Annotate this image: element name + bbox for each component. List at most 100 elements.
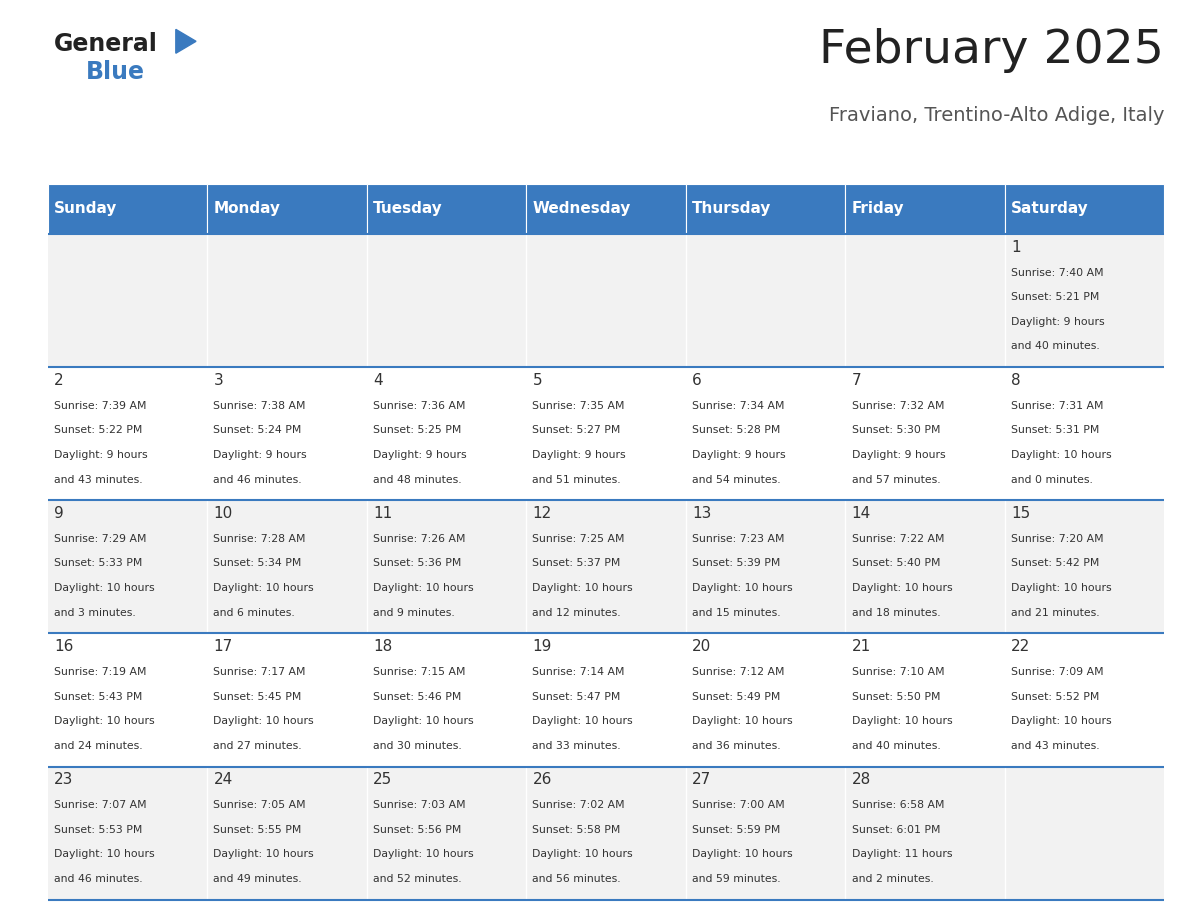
- Bar: [48, 767, 207, 900]
- Text: 8: 8: [1011, 373, 1020, 387]
- Text: 16: 16: [53, 639, 74, 654]
- Bar: [48, 367, 207, 500]
- Text: 26: 26: [532, 772, 552, 787]
- Bar: [367, 234, 526, 367]
- Bar: [207, 500, 367, 633]
- Text: Daylight: 10 hours: Daylight: 10 hours: [214, 583, 314, 593]
- Text: Sunset: 5:56 PM: Sunset: 5:56 PM: [373, 824, 461, 834]
- Text: Sunrise: 7:29 AM: Sunrise: 7:29 AM: [53, 533, 146, 543]
- Text: Sunrise: 7:10 AM: Sunrise: 7:10 AM: [852, 666, 944, 677]
- Bar: [48, 234, 207, 367]
- Text: 28: 28: [852, 772, 871, 787]
- Text: Daylight: 10 hours: Daylight: 10 hours: [693, 849, 792, 859]
- Bar: [526, 633, 685, 767]
- Text: 7: 7: [852, 373, 861, 387]
- Bar: [48, 633, 207, 767]
- Text: Tuesday: Tuesday: [373, 201, 443, 217]
- Polygon shape: [176, 29, 196, 53]
- Text: Sunrise: 7:12 AM: Sunrise: 7:12 AM: [693, 666, 784, 677]
- Bar: [367, 367, 526, 500]
- Text: Sunset: 5:28 PM: Sunset: 5:28 PM: [693, 425, 781, 435]
- Text: 6: 6: [693, 373, 702, 387]
- Text: Monday: Monday: [214, 201, 280, 217]
- Text: Sunrise: 7:40 AM: Sunrise: 7:40 AM: [1011, 267, 1104, 277]
- Text: Sunset: 5:30 PM: Sunset: 5:30 PM: [852, 425, 940, 435]
- Text: Sunrise: 7:03 AM: Sunrise: 7:03 AM: [373, 800, 466, 810]
- Text: Daylight: 10 hours: Daylight: 10 hours: [373, 583, 474, 593]
- Text: Sunday: Sunday: [53, 201, 118, 217]
- Text: and 57 minutes.: and 57 minutes.: [852, 475, 940, 485]
- Text: Daylight: 10 hours: Daylight: 10 hours: [53, 849, 154, 859]
- Text: 3: 3: [214, 373, 223, 387]
- Bar: [845, 234, 1005, 367]
- Text: Daylight: 10 hours: Daylight: 10 hours: [373, 849, 474, 859]
- Text: and 9 minutes.: and 9 minutes.: [373, 608, 455, 618]
- Text: 12: 12: [532, 506, 551, 521]
- Text: and 56 minutes.: and 56 minutes.: [532, 874, 621, 884]
- Text: February 2025: February 2025: [820, 28, 1164, 73]
- Bar: [685, 234, 845, 367]
- Text: Sunset: 5:52 PM: Sunset: 5:52 PM: [1011, 691, 1099, 701]
- Text: 24: 24: [214, 772, 233, 787]
- Text: 14: 14: [852, 506, 871, 521]
- Bar: [526, 367, 685, 500]
- Text: Daylight: 9 hours: Daylight: 9 hours: [693, 450, 785, 460]
- Bar: [526, 500, 685, 633]
- Text: Sunset: 5:43 PM: Sunset: 5:43 PM: [53, 691, 143, 701]
- Text: Sunrise: 7:34 AM: Sunrise: 7:34 AM: [693, 400, 784, 410]
- Bar: [1005, 184, 1164, 234]
- Text: Sunrise: 6:58 AM: Sunrise: 6:58 AM: [852, 800, 944, 810]
- Text: and 36 minutes.: and 36 minutes.: [693, 741, 781, 751]
- Text: and 3 minutes.: and 3 minutes.: [53, 608, 135, 618]
- Text: and 21 minutes.: and 21 minutes.: [1011, 608, 1100, 618]
- Text: Sunset: 5:53 PM: Sunset: 5:53 PM: [53, 824, 143, 834]
- Text: 9: 9: [53, 506, 64, 521]
- Text: and 24 minutes.: and 24 minutes.: [53, 741, 143, 751]
- Text: 1: 1: [1011, 240, 1020, 254]
- Text: and 0 minutes.: and 0 minutes.: [1011, 475, 1093, 485]
- Text: and 52 minutes.: and 52 minutes.: [373, 874, 462, 884]
- Text: Sunset: 5:58 PM: Sunset: 5:58 PM: [532, 824, 621, 834]
- Text: and 30 minutes.: and 30 minutes.: [373, 741, 462, 751]
- Text: 19: 19: [532, 639, 552, 654]
- Text: Sunset: 5:40 PM: Sunset: 5:40 PM: [852, 558, 940, 568]
- Text: Sunrise: 7:22 AM: Sunrise: 7:22 AM: [852, 533, 944, 543]
- Text: Daylight: 10 hours: Daylight: 10 hours: [852, 583, 953, 593]
- Text: Daylight: 10 hours: Daylight: 10 hours: [532, 849, 633, 859]
- Bar: [845, 184, 1005, 234]
- Bar: [1005, 633, 1164, 767]
- Bar: [526, 767, 685, 900]
- Text: Sunrise: 7:23 AM: Sunrise: 7:23 AM: [693, 533, 784, 543]
- Bar: [526, 184, 685, 234]
- Text: Sunset: 5:25 PM: Sunset: 5:25 PM: [373, 425, 461, 435]
- Text: Sunrise: 7:32 AM: Sunrise: 7:32 AM: [852, 400, 944, 410]
- Text: Sunset: 5:46 PM: Sunset: 5:46 PM: [373, 691, 461, 701]
- Bar: [845, 500, 1005, 633]
- Bar: [207, 184, 367, 234]
- Bar: [685, 633, 845, 767]
- Text: Daylight: 10 hours: Daylight: 10 hours: [693, 716, 792, 726]
- Bar: [367, 500, 526, 633]
- Bar: [48, 184, 207, 234]
- Text: Sunrise: 7:05 AM: Sunrise: 7:05 AM: [214, 800, 307, 810]
- Text: Sunrise: 7:07 AM: Sunrise: 7:07 AM: [53, 800, 146, 810]
- Text: and 15 minutes.: and 15 minutes.: [693, 608, 781, 618]
- Text: Sunrise: 7:20 AM: Sunrise: 7:20 AM: [1011, 533, 1104, 543]
- Text: Friday: Friday: [852, 201, 904, 217]
- Text: and 2 minutes.: and 2 minutes.: [852, 874, 934, 884]
- Bar: [1005, 367, 1164, 500]
- Text: 5: 5: [532, 373, 542, 387]
- Text: Sunset: 5:42 PM: Sunset: 5:42 PM: [1011, 558, 1099, 568]
- Text: Sunset: 5:34 PM: Sunset: 5:34 PM: [214, 558, 302, 568]
- Bar: [526, 234, 685, 367]
- Text: Sunrise: 7:28 AM: Sunrise: 7:28 AM: [214, 533, 307, 543]
- Bar: [367, 633, 526, 767]
- Text: Daylight: 10 hours: Daylight: 10 hours: [214, 849, 314, 859]
- Text: and 6 minutes.: and 6 minutes.: [214, 608, 295, 618]
- Text: 2: 2: [53, 373, 63, 387]
- Text: Daylight: 10 hours: Daylight: 10 hours: [214, 716, 314, 726]
- Text: and 18 minutes.: and 18 minutes.: [852, 608, 940, 618]
- Text: Sunset: 5:21 PM: Sunset: 5:21 PM: [1011, 292, 1099, 302]
- Text: Wednesday: Wednesday: [532, 201, 631, 217]
- Text: and 43 minutes.: and 43 minutes.: [1011, 741, 1100, 751]
